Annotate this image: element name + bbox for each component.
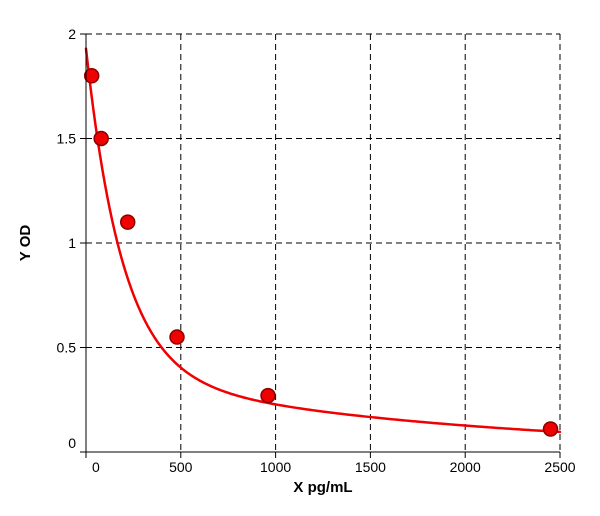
- y-tick-label: 0: [68, 435, 76, 451]
- x-tick-label: 2000: [450, 459, 481, 475]
- x-tick-label: 2500: [544, 459, 575, 475]
- data-point: [121, 215, 135, 229]
- data-point: [261, 389, 275, 403]
- standard-curve-chart: 0 500 1000 1500 2000 2500 0 0.5 1 1.5 2 X pg/mL Y OD: [0, 0, 600, 516]
- y-tick-label: 2: [68, 26, 76, 42]
- data-point: [94, 132, 108, 146]
- x-tick-label: 500: [169, 459, 193, 475]
- data-point: [544, 422, 558, 436]
- x-axis-label: X pg/mL: [293, 479, 352, 496]
- y-tick-label: 1: [68, 235, 76, 251]
- x-tick-label: 0: [92, 459, 100, 475]
- data-point: [85, 69, 99, 83]
- y-axis-label: Y OD: [17, 225, 34, 262]
- data-point: [170, 330, 184, 344]
- y-tick-label: 0.5: [57, 340, 77, 356]
- chart-svg: 0 500 1000 1500 2000 2500 0 0.5 1 1.5 2 X pg/mL Y OD: [0, 0, 600, 516]
- x-tick-label: 1000: [260, 459, 291, 475]
- x-tick-label: 1500: [355, 459, 386, 475]
- y-tick-label: 1.5: [57, 131, 77, 147]
